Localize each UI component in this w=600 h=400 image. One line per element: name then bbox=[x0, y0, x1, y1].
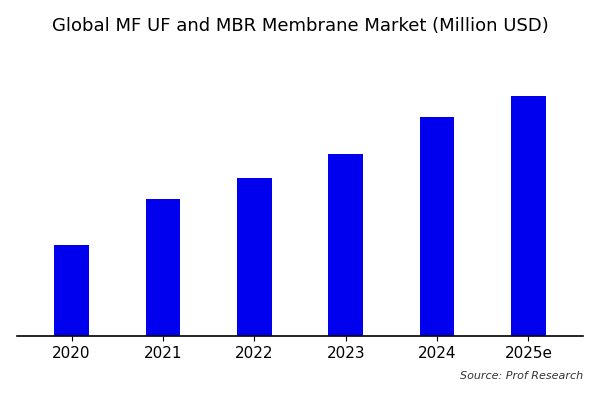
Bar bbox=[420, 117, 454, 336]
Bar bbox=[54, 245, 89, 336]
Bar bbox=[146, 200, 180, 336]
Bar bbox=[511, 96, 546, 336]
Bar bbox=[237, 178, 272, 336]
Text: Source: Prof Research: Source: Prof Research bbox=[460, 371, 583, 381]
Bar bbox=[328, 154, 363, 336]
Title: Global MF UF and MBR Membrane Market (Million USD): Global MF UF and MBR Membrane Market (Mi… bbox=[52, 17, 548, 35]
